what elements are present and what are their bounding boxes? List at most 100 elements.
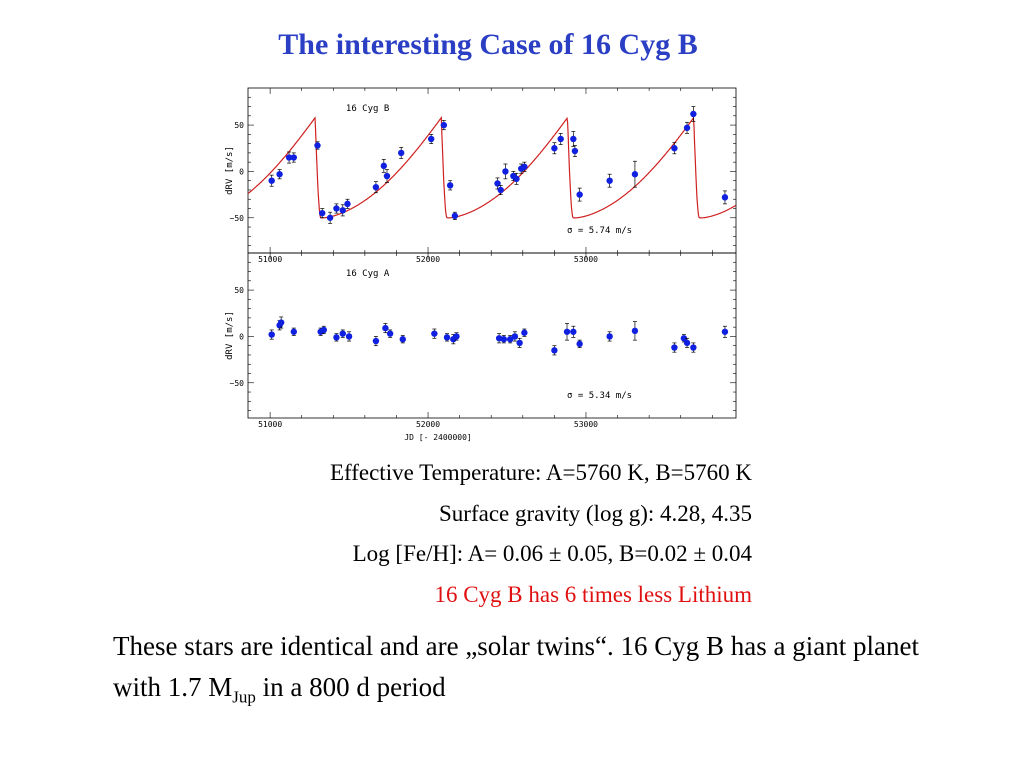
data-point xyxy=(380,159,388,173)
rv-marker xyxy=(500,336,508,343)
rv-marker xyxy=(680,335,688,342)
rv-marker xyxy=(276,171,283,178)
data-point xyxy=(339,329,346,338)
data-point xyxy=(290,327,297,336)
plot-frame xyxy=(247,252,737,419)
data-point xyxy=(372,181,380,194)
rv-marker xyxy=(320,326,328,334)
data-point xyxy=(399,335,406,344)
panel-label: 16 Cyg A xyxy=(346,269,390,279)
rv-marker xyxy=(497,186,504,194)
rv-marker xyxy=(427,135,435,143)
rv-marker xyxy=(513,175,520,183)
rv-marker xyxy=(551,347,558,354)
data-point xyxy=(345,331,353,342)
rv-marker xyxy=(333,334,340,341)
orbit-model-curve xyxy=(247,115,736,219)
data-point xyxy=(683,121,691,134)
y-axis-label: dRV [m/s] xyxy=(225,146,235,195)
rv-marker xyxy=(683,124,691,132)
summary-part-1: These stars are identical and are „solar… xyxy=(113,631,919,702)
data-point xyxy=(551,345,558,356)
x-tick-label: 53000 xyxy=(574,255,598,264)
rv-marker xyxy=(521,163,528,170)
data-point xyxy=(326,211,334,224)
rv-marker xyxy=(431,330,438,337)
data-point xyxy=(511,331,519,342)
data-point xyxy=(344,198,351,209)
rv-marker xyxy=(494,180,501,187)
rv-marker xyxy=(386,330,394,337)
rv-marker xyxy=(290,154,297,161)
lithium-line: 16 Cyg B has 6 times less Lithium xyxy=(434,582,752,607)
rv-marker xyxy=(380,162,388,170)
data-point xyxy=(680,334,688,343)
rv-marker xyxy=(453,333,460,340)
rv-marker xyxy=(382,324,389,332)
data-point xyxy=(671,142,678,155)
rv-marker xyxy=(314,142,321,149)
rv-marker xyxy=(570,328,577,335)
data-point xyxy=(576,339,583,348)
data-point xyxy=(606,173,613,188)
rv-marker xyxy=(268,331,275,338)
x-tick-label: 53000 xyxy=(574,420,598,429)
data-point xyxy=(277,316,285,329)
sigma-annotation: σ = 5.74 m/s xyxy=(567,226,632,236)
rv-marker xyxy=(440,121,448,129)
rv-marker xyxy=(557,135,564,143)
data-point xyxy=(431,328,438,339)
data-point xyxy=(683,337,691,348)
rv-marker xyxy=(399,336,406,343)
y-tick-label: 0 xyxy=(239,332,244,341)
data-point xyxy=(333,333,340,342)
rv-figure: 50 0 −50 51000 52000 53000 dRV [m/s] 16 Cyg B σ … xyxy=(225,87,737,442)
panel-16-cyg-b: 50 0 −50 51000 52000 53000 dRV [m/s] 16 Cyg B σ … xyxy=(225,87,737,264)
rv-marker xyxy=(345,333,353,340)
rv-marker xyxy=(606,177,613,184)
rv-marker xyxy=(671,145,678,152)
y-tick-label: −50 xyxy=(230,214,245,223)
data-point xyxy=(551,142,558,155)
rv-marker xyxy=(683,339,691,347)
data-point xyxy=(495,333,503,344)
rv-marker xyxy=(446,182,454,189)
data-point xyxy=(513,172,520,185)
data-point xyxy=(570,325,577,338)
rv-marker xyxy=(333,205,340,212)
rv-marker xyxy=(521,329,528,336)
data-point xyxy=(314,141,321,150)
y-tick-label: 50 xyxy=(234,121,244,130)
sigma-annotation: σ = 5.34 m/s xyxy=(567,391,632,401)
data-point xyxy=(440,120,448,131)
surface-gravity-line: Surface gravity (log g): 4.28, 4.35 xyxy=(439,501,752,526)
rv-marker xyxy=(344,200,351,208)
y-tick-label: 50 xyxy=(234,286,244,295)
data-point xyxy=(631,160,639,188)
rv-marker xyxy=(576,340,583,348)
data-point xyxy=(372,336,380,347)
rv-marker xyxy=(339,330,346,337)
rv-marker xyxy=(511,333,519,340)
data-point xyxy=(497,184,504,195)
data-point xyxy=(500,335,508,344)
data-point xyxy=(333,203,340,214)
data-point xyxy=(285,151,293,164)
data-point xyxy=(721,190,729,205)
rv-marker xyxy=(443,334,451,341)
data-point xyxy=(427,133,435,144)
rv-marker xyxy=(319,209,326,217)
rv-marker xyxy=(516,339,523,347)
data-point xyxy=(319,208,326,219)
rv-marker xyxy=(721,328,729,335)
rv-marker xyxy=(570,135,577,143)
data-point xyxy=(631,321,639,341)
data-point xyxy=(446,180,454,191)
rv-marker xyxy=(571,147,579,155)
summary-subscript: Jup xyxy=(232,687,256,707)
rv-marker xyxy=(671,344,678,351)
x-axis-label: JD [- 2400000] xyxy=(404,433,471,442)
data-point xyxy=(563,323,571,341)
rv-marker xyxy=(451,212,459,220)
data-point xyxy=(606,331,613,342)
